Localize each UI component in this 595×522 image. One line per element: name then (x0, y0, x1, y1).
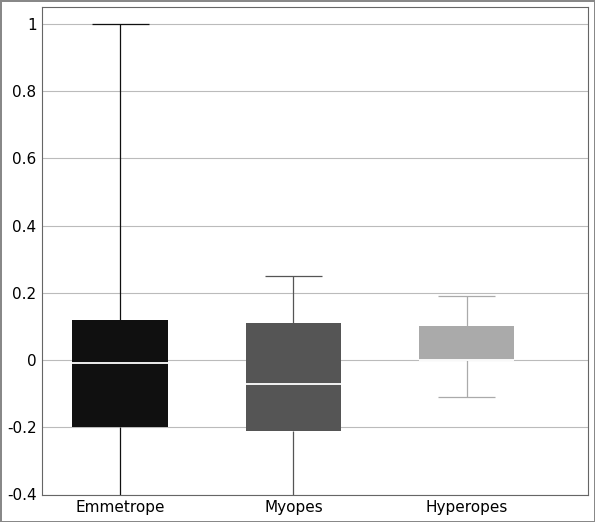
Bar (246, 323, 341, 431)
Bar (419, 326, 515, 360)
Bar (73, 319, 168, 427)
